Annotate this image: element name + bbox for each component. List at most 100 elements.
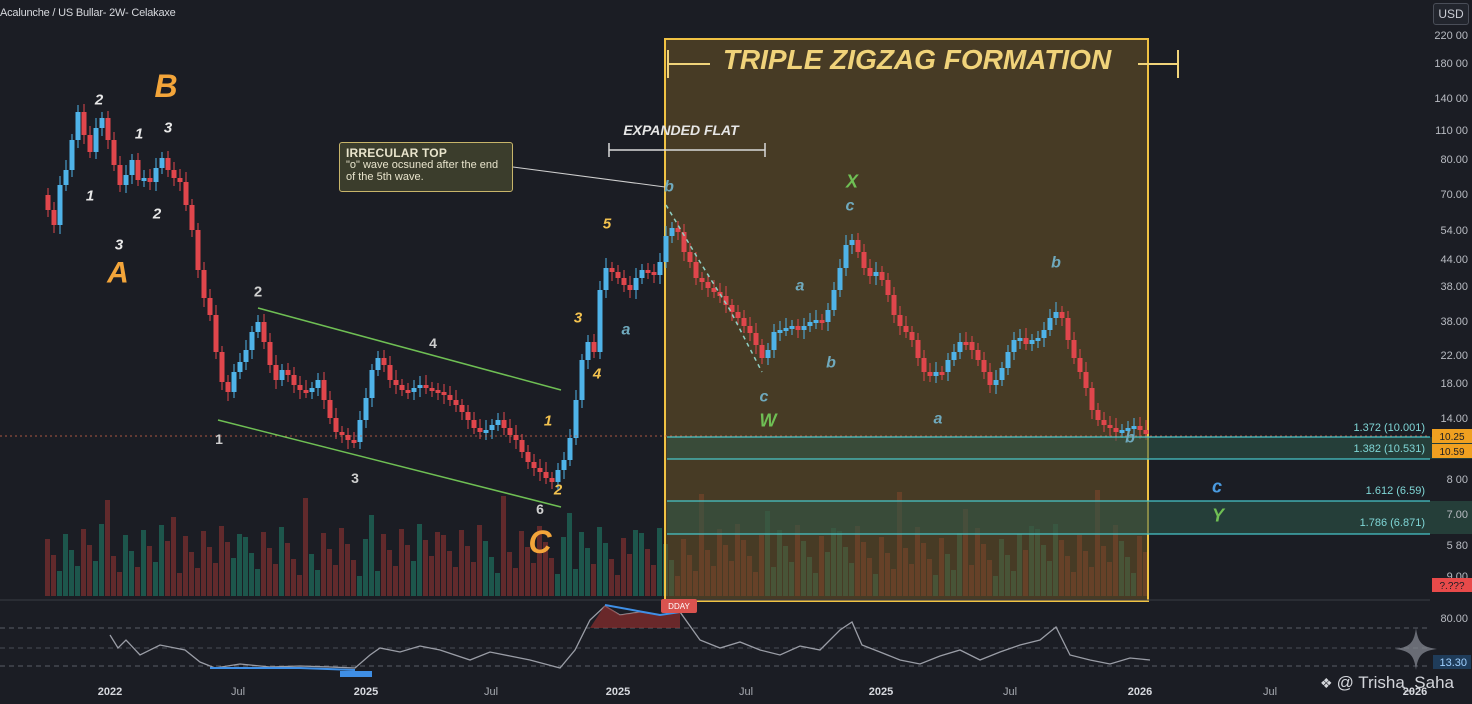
candle — [945, 360, 951, 372]
candle — [543, 472, 549, 478]
volume-bar — [651, 565, 656, 596]
candle — [1065, 318, 1071, 340]
candle — [897, 315, 903, 326]
volume-bar — [345, 544, 350, 596]
candle — [585, 342, 591, 360]
price-axis-label: 8 00 — [1447, 474, 1468, 486]
axis-layer: 220 00 180 00 140 00 110 00 80.00 70.00 54.00 4… — [98, 30, 1472, 698]
volume-bar — [573, 569, 578, 596]
candle — [993, 380, 999, 385]
volume-bar — [165, 541, 170, 596]
candle — [441, 392, 447, 395]
candle — [825, 310, 831, 322]
candle-layer — [45, 104, 1149, 490]
candle — [57, 185, 63, 225]
volume-bar — [453, 567, 458, 596]
volume-bar — [405, 545, 410, 596]
candle — [795, 326, 801, 330]
candle — [465, 412, 471, 420]
candle — [393, 380, 399, 385]
candle — [705, 282, 711, 288]
wave-label: C — [528, 524, 552, 560]
candle — [879, 272, 885, 280]
candle — [1131, 426, 1137, 429]
volume-bar — [237, 534, 242, 596]
candle — [471, 420, 477, 428]
volume-bar — [279, 527, 284, 596]
candle — [1047, 318, 1053, 330]
volume-bar — [597, 527, 602, 596]
fib-level-label: 1.382 (10.531) — [1353, 443, 1425, 455]
chart-title: TRIPLE ZIGZAG FORMATION — [723, 44, 1112, 75]
candle — [699, 278, 705, 282]
candle — [1113, 428, 1119, 432]
overlay-layer: 1.372 (10.001) 1.382 (10.531) 1.612 (6.59)… — [0, 50, 1472, 535]
price-axis-label: 38.00 — [1440, 281, 1468, 293]
wave-label: 1 — [135, 125, 143, 142]
candle — [621, 278, 627, 285]
volume-bar — [369, 515, 374, 596]
candle — [1035, 338, 1041, 341]
volume-bar — [615, 575, 620, 596]
author-watermark: ❖ @ Trisha_Saha — [1320, 673, 1454, 693]
volume-bar — [231, 558, 236, 596]
rsi-axis-label: 13.30 — [1439, 657, 1467, 669]
volume-bar — [243, 537, 248, 596]
candle — [339, 432, 345, 435]
candle — [1089, 388, 1095, 410]
rsi-value-badge — [1433, 655, 1471, 669]
wave-label: 2 — [94, 91, 104, 108]
current-price-badge — [1432, 444, 1472, 458]
candle — [771, 332, 777, 350]
price-axis-label: 7.00 — [1447, 509, 1468, 521]
candle — [123, 175, 129, 185]
candle — [591, 342, 597, 352]
volume-bar — [153, 562, 158, 596]
volume-bar — [45, 539, 50, 596]
expanded-flat-label: EXPANDED FLAT — [623, 122, 740, 138]
rsi-marker-blue — [340, 671, 372, 677]
volume-bar — [435, 532, 440, 596]
candle — [903, 326, 909, 332]
volume-bar — [63, 534, 68, 596]
volume-bar — [417, 524, 422, 596]
candle — [405, 390, 411, 393]
candle — [831, 290, 837, 310]
volume-bar — [363, 539, 368, 596]
price-axis-label: 70.00 — [1440, 189, 1468, 201]
candle — [789, 326, 795, 329]
volume-bar — [171, 517, 176, 596]
candle — [891, 295, 897, 315]
volume-bar — [495, 573, 500, 596]
fib-zone-upper — [667, 437, 1472, 459]
wave-labels: B A C 2 1 3 1 2 3 2 1 4 3 6 5 3 4 1 2 a b a c b c a b b W X Yc — [86, 68, 1226, 560]
currency-selector[interactable]: USD — [1433, 3, 1469, 25]
volume-bar — [387, 550, 392, 596]
volume-bar — [213, 563, 218, 596]
candle — [1125, 428, 1131, 431]
candle — [189, 205, 195, 230]
candle — [609, 268, 615, 272]
volume-bar — [69, 550, 74, 596]
wave-label: A — [106, 257, 129, 290]
candle — [243, 350, 249, 362]
candle — [411, 388, 417, 392]
candle — [615, 272, 621, 278]
candle — [309, 388, 315, 392]
rsi-axis-label: 80.00 — [1440, 613, 1468, 625]
candle — [939, 372, 945, 375]
wave-label: b — [1125, 430, 1135, 447]
wave-label: W — [760, 410, 779, 430]
candle — [735, 312, 741, 318]
candle — [675, 228, 681, 232]
candle — [597, 290, 603, 352]
candle — [555, 470, 561, 482]
candle — [951, 352, 957, 360]
price-axis-label: 180 00 — [1434, 58, 1468, 70]
rsi-marker-badge — [661, 599, 697, 613]
wave-label: B — [154, 68, 177, 104]
candle — [633, 278, 639, 290]
candle — [69, 140, 75, 170]
volume-bar — [579, 532, 584, 596]
candle — [867, 268, 873, 276]
